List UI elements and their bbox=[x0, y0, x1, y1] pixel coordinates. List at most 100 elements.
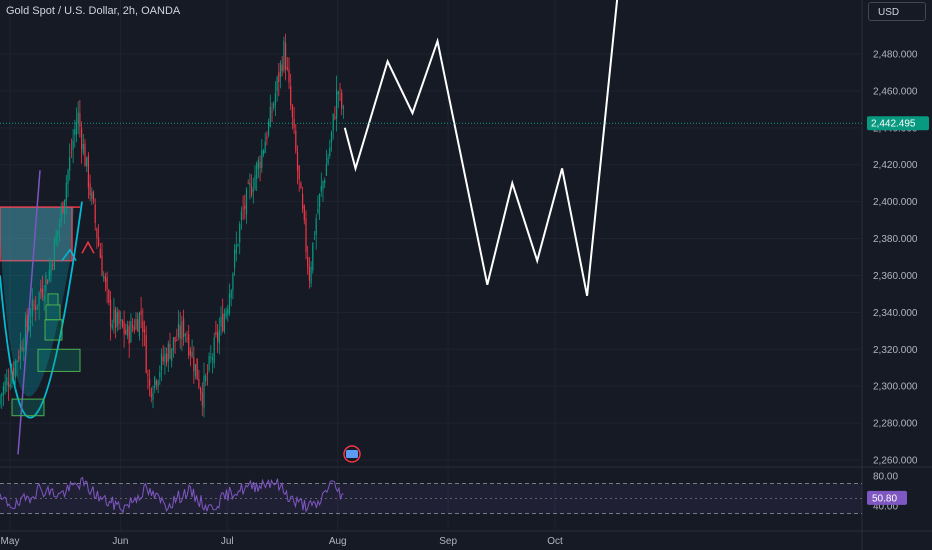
candle-body bbox=[18, 356, 20, 359]
candle-body bbox=[171, 348, 173, 361]
y-tick-label: 2,360.000 bbox=[873, 271, 918, 282]
candle-body bbox=[133, 327, 135, 331]
candle-body bbox=[120, 318, 122, 322]
candle-body bbox=[47, 280, 49, 284]
candle-body bbox=[62, 202, 64, 213]
candle-body bbox=[164, 353, 166, 362]
candle-body bbox=[205, 375, 207, 382]
candle-body bbox=[140, 311, 142, 316]
candle-body bbox=[271, 111, 273, 113]
candle-body bbox=[200, 388, 202, 394]
candle-body bbox=[30, 320, 32, 324]
candle-body bbox=[330, 131, 333, 143]
candle-body bbox=[193, 357, 195, 372]
x-tick-label: Aug bbox=[329, 536, 347, 547]
event-flag-icon bbox=[343, 445, 361, 463]
candle-body bbox=[94, 204, 96, 224]
candle-body bbox=[109, 299, 112, 327]
candle-body bbox=[154, 377, 156, 388]
candle-body bbox=[98, 237, 100, 246]
candle-body bbox=[261, 150, 263, 168]
volume-profile-box bbox=[45, 304, 61, 321]
candle-body bbox=[220, 316, 222, 327]
candle-body bbox=[99, 248, 101, 258]
x-tick-label: Sep bbox=[439, 536, 457, 547]
candle-body bbox=[123, 321, 125, 335]
candle-body bbox=[183, 318, 185, 338]
candle-body bbox=[118, 311, 120, 325]
candle-body bbox=[64, 199, 66, 215]
candle-body bbox=[310, 266, 312, 284]
candle-body bbox=[89, 183, 91, 196]
candle-body bbox=[269, 106, 271, 127]
candle-body bbox=[313, 237, 316, 239]
candle-body bbox=[96, 228, 98, 238]
candle-body bbox=[75, 121, 78, 134]
x-tick-label: May bbox=[1, 536, 20, 547]
y-tick-label: 2,400.000 bbox=[873, 197, 918, 208]
y-tick-label: 2,420.000 bbox=[873, 160, 918, 171]
candle-body bbox=[52, 264, 54, 267]
candle-body bbox=[1, 393, 3, 397]
candle-body bbox=[40, 288, 42, 293]
candle-body bbox=[307, 257, 309, 268]
candle-body bbox=[201, 392, 203, 406]
candle-body bbox=[279, 62, 282, 78]
current-price-tag bbox=[867, 116, 929, 131]
candle-body bbox=[341, 92, 343, 109]
x-tick-label: Oct bbox=[547, 536, 563, 547]
candle-body bbox=[184, 333, 186, 336]
candle-body bbox=[324, 180, 326, 183]
candle-body bbox=[21, 346, 23, 351]
candle-body bbox=[36, 304, 38, 306]
candle-body bbox=[295, 130, 297, 152]
candle-body bbox=[327, 157, 329, 164]
candle-body bbox=[149, 379, 151, 386]
candle-body bbox=[268, 121, 270, 136]
candle-body bbox=[213, 337, 215, 364]
candle-body bbox=[245, 188, 248, 215]
candle-body bbox=[14, 361, 16, 379]
candle-body bbox=[38, 292, 40, 306]
trend-line bbox=[17, 170, 41, 455]
y-tick-label: 2,460.000 bbox=[873, 86, 918, 97]
candle-body bbox=[57, 230, 59, 237]
candle-body bbox=[82, 143, 84, 153]
candle-body bbox=[283, 41, 285, 71]
currency-button[interactable]: USD bbox=[868, 2, 926, 21]
candle-body bbox=[147, 374, 149, 376]
rsi-tick-label: 40.00 bbox=[873, 502, 898, 513]
y-tick-label: 2,380.000 bbox=[873, 234, 918, 245]
candle-body bbox=[142, 320, 144, 332]
candle-body bbox=[166, 353, 168, 364]
y-tick-label: 2,320.000 bbox=[873, 345, 918, 356]
candle-body bbox=[41, 288, 44, 297]
candle-body bbox=[303, 205, 305, 220]
candle-body bbox=[276, 77, 278, 91]
candle-body bbox=[237, 244, 239, 246]
candle-body bbox=[103, 276, 105, 279]
candle-body bbox=[101, 255, 103, 276]
candle-body bbox=[4, 381, 6, 392]
y-tick-label: 2,480.000 bbox=[873, 50, 918, 61]
candle-body bbox=[132, 324, 134, 328]
rsi-line bbox=[0, 476, 344, 514]
candle-body bbox=[130, 321, 132, 343]
candle-body bbox=[222, 313, 224, 331]
candle-body bbox=[6, 377, 8, 385]
volume-profile-box bbox=[11, 398, 45, 417]
candle-body bbox=[69, 156, 71, 171]
candle-body bbox=[145, 334, 147, 373]
candle-body bbox=[7, 382, 10, 387]
candle-body bbox=[48, 270, 50, 281]
candle-body bbox=[230, 290, 232, 298]
candle-body bbox=[106, 277, 108, 290]
candle-body bbox=[244, 205, 246, 209]
axes: 2,260.000 2,280.000 2,300.000 2,320.000 2,34… bbox=[0, 50, 929, 547]
candle-body bbox=[137, 319, 139, 332]
candle-body bbox=[23, 347, 25, 352]
candle-body bbox=[0, 396, 1, 404]
candle-body bbox=[210, 356, 212, 359]
candle-body bbox=[218, 329, 220, 344]
